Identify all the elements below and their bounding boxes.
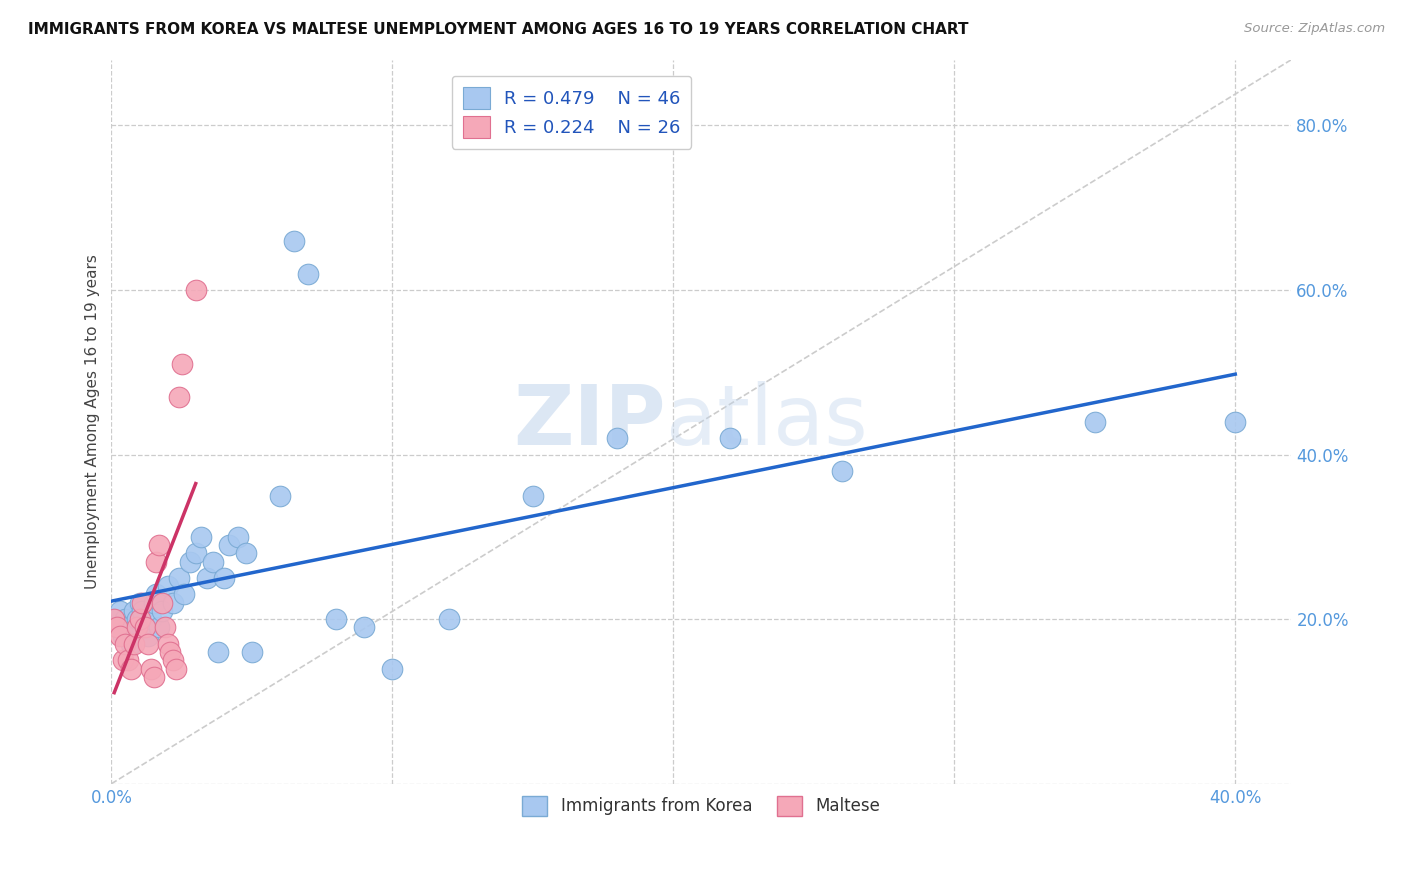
Point	[522, 489, 544, 503]
Point	[184, 283, 207, 297]
Point	[139, 661, 162, 675]
Point	[325, 612, 347, 626]
Point	[103, 612, 125, 626]
Point	[297, 267, 319, 281]
Text: ZIP: ZIP	[513, 381, 666, 462]
Point	[142, 670, 165, 684]
Point	[131, 604, 153, 618]
Text: IMMIGRANTS FROM KOREA VS MALTESE UNEMPLOYMENT AMONG AGES 16 TO 19 YEARS CORRELAT: IMMIGRANTS FROM KOREA VS MALTESE UNEMPLO…	[28, 22, 969, 37]
Point	[1225, 415, 1247, 429]
Point	[134, 620, 156, 634]
Point	[195, 571, 218, 585]
Point	[170, 357, 193, 371]
Point	[184, 546, 207, 560]
Point	[283, 234, 305, 248]
Point	[134, 620, 156, 634]
Point	[120, 661, 142, 675]
Point	[128, 612, 150, 626]
Point	[111, 629, 134, 643]
Point	[150, 604, 173, 618]
Point	[148, 620, 170, 634]
Point	[269, 489, 291, 503]
Point	[136, 629, 159, 643]
Point	[114, 612, 136, 626]
Point	[153, 620, 176, 634]
Text: Source: ZipAtlas.com: Source: ZipAtlas.com	[1244, 22, 1385, 36]
Point	[179, 555, 201, 569]
Point	[162, 653, 184, 667]
Point	[165, 661, 187, 675]
Point	[131, 596, 153, 610]
Point	[145, 587, 167, 601]
Point	[381, 661, 404, 675]
Point	[105, 620, 128, 634]
Point	[148, 538, 170, 552]
Point	[117, 620, 139, 634]
Point	[122, 604, 145, 618]
Point	[156, 637, 179, 651]
Point	[437, 612, 460, 626]
Point	[108, 629, 131, 643]
Text: atlas: atlas	[666, 381, 868, 462]
Point	[120, 637, 142, 651]
Point	[235, 546, 257, 560]
Point	[145, 555, 167, 569]
Y-axis label: Unemployment Among Ages 16 to 19 years: Unemployment Among Ages 16 to 19 years	[86, 254, 100, 589]
Point	[142, 596, 165, 610]
Point	[128, 596, 150, 610]
Point	[173, 587, 195, 601]
Point	[139, 612, 162, 626]
Point	[122, 637, 145, 651]
Point	[167, 571, 190, 585]
Point	[831, 464, 853, 478]
Point	[207, 645, 229, 659]
Point	[190, 530, 212, 544]
Point	[150, 596, 173, 610]
Point	[136, 637, 159, 651]
Point	[1084, 415, 1107, 429]
Point	[114, 637, 136, 651]
Point	[201, 555, 224, 569]
Point	[105, 620, 128, 634]
Point	[212, 571, 235, 585]
Point	[156, 579, 179, 593]
Point	[103, 612, 125, 626]
Point	[117, 653, 139, 667]
Point	[353, 620, 375, 634]
Point	[167, 390, 190, 404]
Point	[240, 645, 263, 659]
Point	[718, 431, 741, 445]
Point	[125, 620, 148, 634]
Point	[111, 653, 134, 667]
Point	[218, 538, 240, 552]
Point	[226, 530, 249, 544]
Point	[125, 612, 148, 626]
Point	[162, 596, 184, 610]
Point	[108, 604, 131, 618]
Legend: Immigrants from Korea, Maltese: Immigrants from Korea, Maltese	[512, 786, 890, 826]
Point	[606, 431, 628, 445]
Point	[159, 645, 181, 659]
